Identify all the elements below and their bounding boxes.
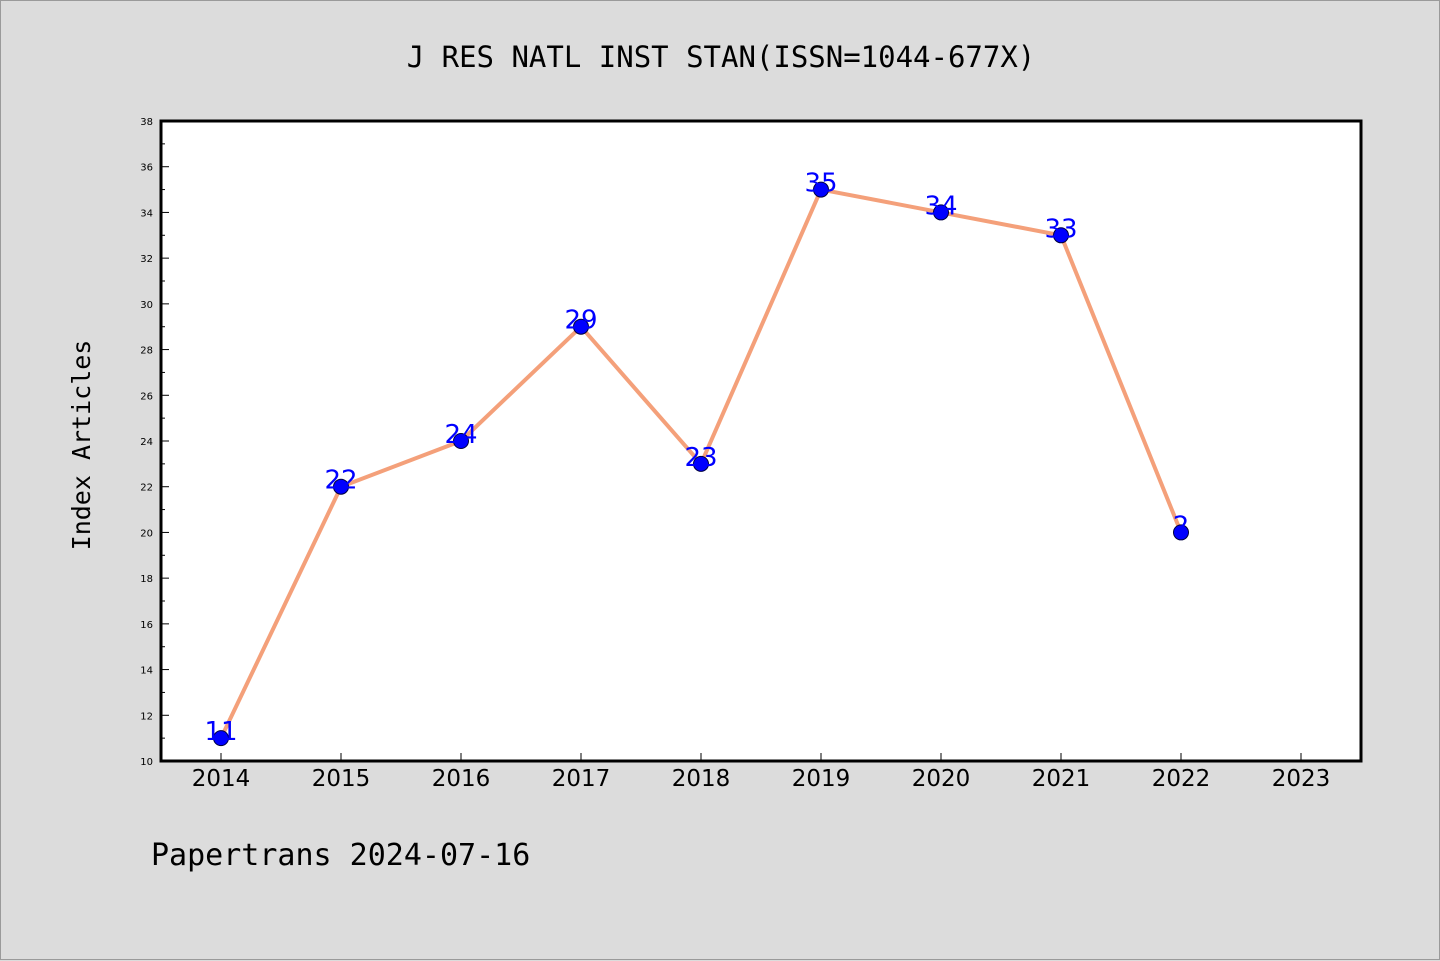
data-point	[693, 455, 709, 472]
data-label: 29	[564, 306, 597, 336]
y-tick-label: 24	[140, 437, 153, 448]
data-point	[813, 181, 829, 198]
y-tick-label: 34	[140, 208, 153, 219]
series-line	[213, 181, 1189, 747]
x-tick-label: 2019	[792, 766, 851, 792]
x-tick-label: 2020	[912, 766, 971, 792]
y-tick-label: 18	[140, 574, 153, 585]
y-tick-label: 20	[140, 528, 153, 539]
data-label: 33	[1044, 214, 1077, 244]
data-label: 24	[444, 420, 477, 450]
x-tick-label: 2014	[192, 766, 251, 792]
data-label: 23	[684, 443, 717, 473]
data-point	[453, 433, 469, 449]
footer-credit: Papertrans 2024-07-16	[151, 838, 530, 873]
plot-area	[159, 119, 1363, 763]
y-tick-label: 14	[140, 666, 153, 677]
y-tick-label: 30	[140, 300, 153, 311]
data-labels: 11 22 24 29 23 35 34 33 2	[204, 169, 1189, 748]
data-label: 2	[1173, 511, 1190, 541]
data-label: 22	[324, 466, 357, 496]
data-label: 11	[204, 717, 237, 747]
y-axis-label: Index Articles	[67, 340, 96, 551]
y-tick-label: 16	[140, 620, 153, 631]
chart-title: J RES NATL INST STAN(ISSN=1044-677X)	[407, 40, 1036, 74]
data-label: 34	[924, 191, 957, 221]
x-tick-label: 2015	[312, 766, 371, 792]
y-axis: 10 12 14 16 18 20 22 24 26 28 30 32 34 36 38	[140, 117, 169, 768]
x-tick-label: 2023	[1272, 766, 1331, 792]
x-axis: 2014 2015 2016 2017 2018 2019 2020 2021 2022 2023	[192, 753, 1331, 792]
x-tick-label: 2021	[1032, 766, 1091, 792]
x-tick-label: 2017	[552, 766, 611, 792]
data-point	[1173, 524, 1189, 541]
data-point	[933, 204, 949, 221]
y-tick-label: 32	[140, 254, 153, 265]
data-point	[573, 318, 589, 335]
y-tick-label: 38	[140, 117, 153, 128]
x-tick-label: 2022	[1152, 766, 1211, 792]
y-tick-label: 10	[140, 757, 153, 768]
x-tick-label: 2016	[432, 766, 491, 792]
y-tick-label: 36	[140, 163, 153, 174]
data-point	[333, 478, 349, 495]
data-point	[213, 730, 229, 747]
y-tick-label: 26	[140, 391, 153, 402]
data-label: 35	[804, 169, 837, 199]
y-tick-label: 22	[140, 483, 153, 494]
data-point	[1053, 227, 1069, 244]
x-tick-label: 2018	[672, 766, 731, 792]
y-tick-label: 28	[140, 346, 153, 357]
y-tick-label: 12	[140, 711, 153, 722]
